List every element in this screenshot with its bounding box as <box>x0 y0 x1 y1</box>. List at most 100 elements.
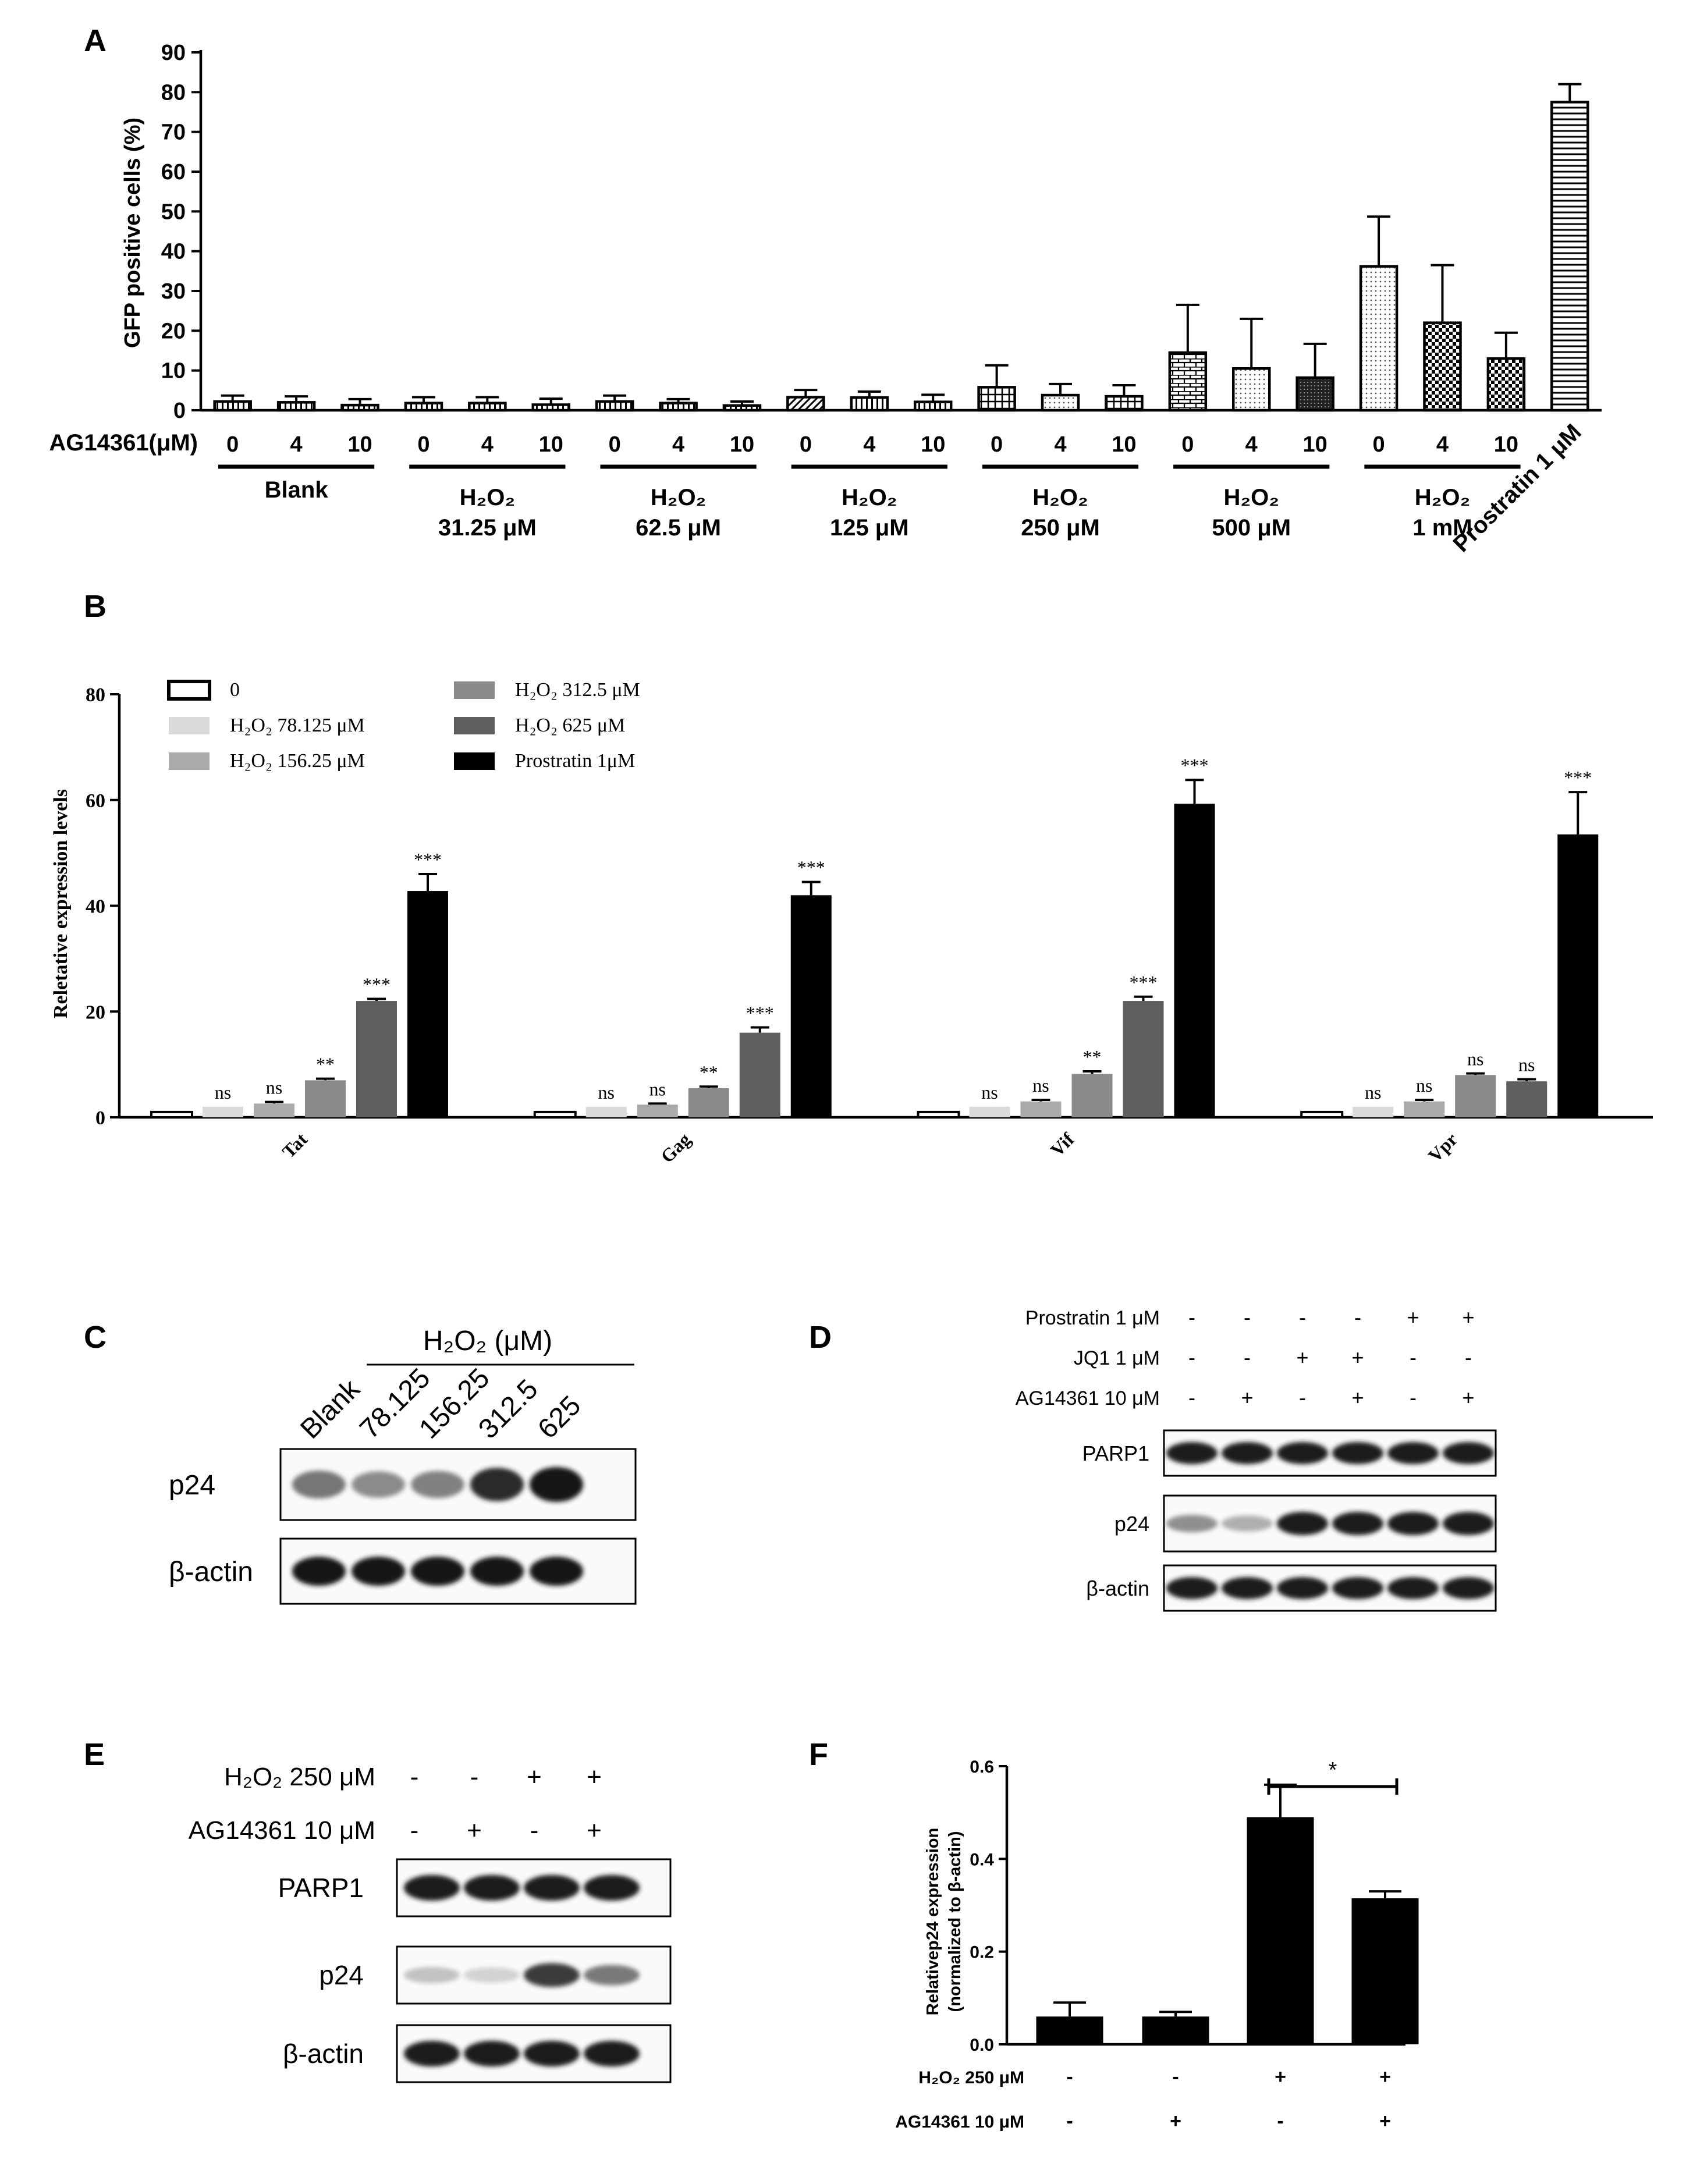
chart-a-bar <box>1295 376 1334 412</box>
blot-c-row-band <box>470 1557 524 1586</box>
blot-e-row-band <box>524 1875 580 1901</box>
chart-b-legend-swatch <box>454 752 495 770</box>
chart-a-group-label: H₂O₂ <box>842 485 897 510</box>
chart-b-bar <box>1506 1081 1547 1117</box>
chart-a-bar <box>1550 101 1589 412</box>
blot-d-row-band <box>1277 1512 1328 1535</box>
chart-a-group-conc: 31.25 μM <box>438 515 537 541</box>
chart-a-x-tick-label: 0 <box>1372 432 1385 457</box>
chart-b-legend-label: H₂O₂ 78.125 μM <box>230 715 365 736</box>
blot-d-treatment-label: AG14361 10 μM <box>1016 1387 1160 1409</box>
chart-a-x-tick-label: 0 <box>800 432 812 457</box>
chart-b-y-tick-label: 40 <box>86 896 105 918</box>
blot-d-sign: - <box>1188 1386 1195 1409</box>
chart-f-row-label: H₂O₂ 250 μM <box>918 2068 1024 2087</box>
chart-b-bar <box>150 1110 193 1118</box>
blot-d-row-band <box>1332 1442 1383 1464</box>
blot-d-row-band <box>1222 1442 1273 1464</box>
blot-d-row-band <box>1387 1577 1439 1599</box>
chart-f-bar <box>1142 2016 1209 2044</box>
chart-a-group-label: H₂O₂ <box>1223 485 1279 510</box>
chart-b-legend-label: 0 <box>230 679 240 701</box>
chart-a-y-tick-label: 10 <box>161 359 186 383</box>
blot-d-row-band <box>1277 1577 1328 1599</box>
chart-b-legend-swatch <box>169 717 210 734</box>
blot-d-sign: + <box>1462 1305 1474 1329</box>
chart-b-significance: *** <box>1130 972 1158 993</box>
blot-e-row-label: p24 <box>319 1960 364 1990</box>
panel-letter-e: E <box>84 1737 105 1772</box>
chart-f-bar <box>1247 1817 1314 2044</box>
chart-b-legend-label: H₂O₂ 312.5 μM <box>515 679 640 701</box>
chart-a-group-label: H₂O₂ <box>460 485 516 510</box>
blot-d-sign: - <box>1465 1345 1472 1369</box>
blot-e-sign: - <box>470 1763 479 1791</box>
chart-b-significance: ns <box>215 1082 231 1103</box>
blot-e-row-band <box>464 1875 520 1901</box>
panel-letter-a: A <box>84 23 107 58</box>
blot-c-row-band <box>411 1557 464 1586</box>
chart-b-significance: ns <box>1467 1049 1483 1070</box>
chart-b-bar <box>688 1088 729 1117</box>
chart-f-bar <box>1036 2016 1103 2044</box>
blot-d-row-band <box>1443 1442 1494 1464</box>
chart-a-x-tick-label: 4 <box>481 432 494 457</box>
chart-b-significance: *** <box>363 974 391 995</box>
chart-b-bar <box>1300 1110 1344 1118</box>
blot-d-row-box <box>1163 1494 1497 1553</box>
blot-e-row-band <box>404 1875 460 1901</box>
chart-a: GFP positive cells (%) AG14361(μM) 0 10 20… <box>49 41 1602 557</box>
panel-letter-f: F <box>809 1737 828 1772</box>
chart-f-y-label-2: (normalized to β-actin) <box>946 1831 964 2012</box>
chart-f-sign: + <box>1170 2110 1181 2132</box>
chart-b-bar <box>969 1106 1010 1117</box>
blot-d-row-band <box>1332 1512 1383 1535</box>
blot-d-treatment-label: Prostratin 1 μM <box>1025 1307 1160 1329</box>
blot-e-sign: + <box>527 1763 542 1791</box>
chart-a-group-conc: 500 μM <box>1212 515 1291 541</box>
chart-b-significance: ns <box>266 1077 282 1098</box>
blot-d-sign: + <box>1407 1305 1419 1329</box>
chart-a-x-tick-label: 0 <box>609 432 621 457</box>
blot-c-lane-label: Blank <box>294 1373 366 1445</box>
blot-e-row-band <box>524 1963 580 1987</box>
chart-f-y-tick-label: 0.0 <box>970 2036 994 2055</box>
blot-c-row-band <box>530 1467 583 1502</box>
chart-a-bar <box>1168 351 1208 412</box>
chart-b-legend-label: H₂O₂ 625 μM <box>515 715 625 736</box>
chart-a-y-tick-label: 70 <box>161 120 186 145</box>
blot-e-row-band <box>584 1875 640 1901</box>
chart-a-y-label: GFP positive cells (%) <box>120 118 145 348</box>
chart-a-x-tick-label: 10 <box>539 432 563 457</box>
chart-a-y-tick-label: 0 <box>173 399 186 423</box>
blot-d-row-band <box>1222 1577 1273 1599</box>
chart-a-y-tick-label: 40 <box>161 240 186 264</box>
chart-b-bar <box>1020 1101 1062 1117</box>
blot-d-row-band <box>1166 1577 1218 1599</box>
blot-c-row-band <box>352 1471 405 1498</box>
chart-f-sign: - <box>1066 2110 1073 2132</box>
chart-b-legend-swatch <box>167 680 211 701</box>
chart-f-sign: - <box>1066 2066 1073 2088</box>
chart-f: Relativep24 expression (normalized to β-… <box>895 1757 1419 2132</box>
chart-b-bar <box>1455 1075 1496 1117</box>
chart-a-x-tick-label: 10 <box>1112 432 1136 457</box>
chart-b-significance: ns <box>649 1078 666 1099</box>
blot-d-sign: - <box>1354 1305 1361 1329</box>
chart-b-bar <box>1404 1101 1445 1117</box>
blot-e-sign: + <box>587 1763 602 1791</box>
chart-b-significance: *** <box>1564 767 1592 788</box>
blot-d-row-band <box>1443 1512 1494 1535</box>
blot-d-sign: - <box>1188 1305 1195 1329</box>
blot-d: Prostratin 1 μM - - - - + + JQ1 1 μM - - + + - - AG143… <box>1016 1305 1497 1612</box>
chart-b-significance: ** <box>316 1054 335 1075</box>
chart-b-bar <box>533 1110 577 1118</box>
blot-e-sign: - <box>530 1816 539 1845</box>
chart-b-significance: ns <box>598 1082 615 1103</box>
blot-e-row-band <box>464 1967 520 1983</box>
chart-b-significance: *** <box>797 857 825 878</box>
chart-a-bar <box>850 396 889 412</box>
chart-b-y-tick-label: 60 <box>86 790 105 812</box>
blot-d-sign: + <box>1351 1386 1364 1409</box>
